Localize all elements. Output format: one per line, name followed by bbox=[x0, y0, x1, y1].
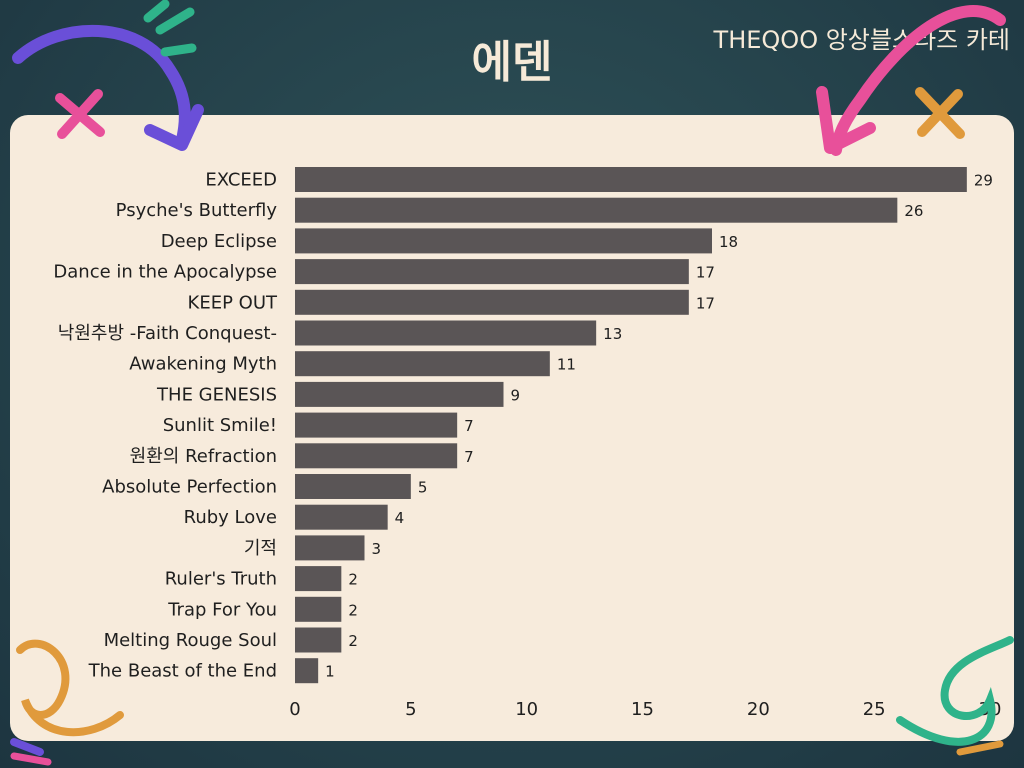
category-label: Dance in the Apocalypse bbox=[53, 262, 277, 283]
category-label: Trap For You bbox=[167, 599, 277, 620]
category-label: The Beast of the End bbox=[88, 661, 277, 682]
value-label: 13 bbox=[603, 325, 622, 343]
bar bbox=[295, 351, 550, 377]
value-label: 2 bbox=[348, 571, 358, 589]
bar bbox=[295, 474, 411, 499]
category-label: Melting Rouge Soul bbox=[104, 630, 277, 651]
bar bbox=[295, 627, 342, 653]
x-tick-label: 30 bbox=[979, 699, 1002, 720]
category-label: Ruler's Truth bbox=[165, 569, 277, 590]
value-label: 26 bbox=[904, 202, 923, 220]
category-label: 기적 bbox=[244, 538, 277, 559]
value-label: 3 bbox=[372, 540, 382, 558]
category-label: Deep Eclipse bbox=[161, 231, 277, 252]
value-label: 17 bbox=[696, 264, 715, 282]
x-tick-label: 20 bbox=[747, 699, 770, 720]
value-label: 4 bbox=[395, 509, 405, 527]
x-tick-label: 25 bbox=[863, 699, 886, 720]
bar bbox=[295, 167, 967, 192]
bar bbox=[295, 658, 319, 684]
bar bbox=[295, 412, 458, 438]
bar bbox=[295, 504, 388, 530]
category-label: 낙원추방 -Faith Conquest- bbox=[58, 323, 277, 344]
category-label: KEEP OUT bbox=[188, 292, 278, 313]
value-label: 5 bbox=[418, 479, 428, 497]
bar bbox=[295, 596, 342, 622]
value-label: 7 bbox=[464, 448, 474, 466]
category-label: Sunlit Smile! bbox=[163, 415, 277, 436]
bar bbox=[295, 535, 365, 561]
page-title: 에덴 bbox=[471, 37, 553, 88]
x-tick-label: 10 bbox=[515, 699, 538, 720]
category-label: 원환의 Refraction bbox=[130, 446, 277, 467]
value-label: 29 bbox=[974, 172, 993, 190]
category-label: Psyche's Butterfly bbox=[116, 200, 278, 221]
bar bbox=[295, 259, 689, 285]
category-label: Awakening Myth bbox=[129, 354, 277, 375]
value-label: 7 bbox=[464, 417, 474, 435]
value-label: 1 bbox=[325, 663, 335, 681]
x-tick-label: 5 bbox=[405, 699, 416, 720]
bar bbox=[295, 289, 689, 315]
bar bbox=[295, 320, 597, 346]
category-label: THE GENESIS bbox=[156, 384, 277, 405]
bar bbox=[295, 443, 458, 469]
bar bbox=[295, 197, 898, 223]
value-label: 17 bbox=[696, 294, 715, 312]
x-tick-label: 15 bbox=[631, 699, 654, 720]
x-tick-label: 0 bbox=[289, 699, 300, 720]
value-label: 2 bbox=[348, 632, 358, 650]
value-label: 18 bbox=[719, 233, 738, 251]
bar bbox=[295, 381, 504, 407]
category-label: Absolute Perfection bbox=[102, 477, 277, 498]
value-label: 9 bbox=[511, 386, 521, 404]
value-label: 11 bbox=[557, 356, 576, 374]
bar bbox=[295, 228, 712, 254]
value-label: 2 bbox=[348, 601, 358, 619]
category-label: EXCEED bbox=[205, 170, 277, 191]
category-label: Ruby Love bbox=[184, 507, 277, 528]
bar bbox=[295, 566, 342, 592]
